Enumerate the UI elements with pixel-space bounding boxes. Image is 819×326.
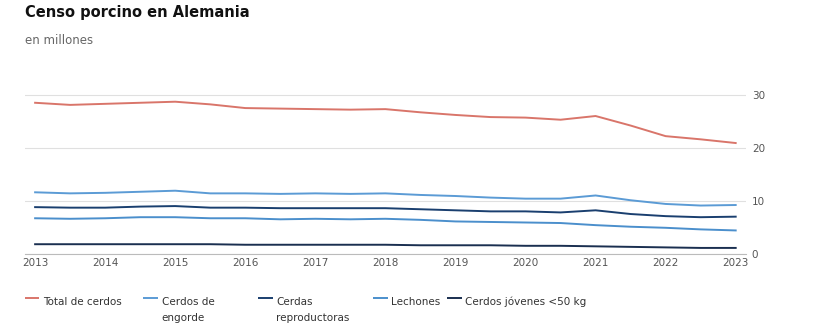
Text: engorde: engorde [161, 313, 205, 323]
Text: Cerdas: Cerdas [276, 297, 313, 307]
Text: Cerdos jóvenes <50 kg: Cerdos jóvenes <50 kg [464, 297, 586, 307]
Text: Lechones: Lechones [391, 297, 440, 307]
Text: reproductoras: reproductoras [276, 313, 349, 323]
Text: en millones: en millones [25, 34, 93, 47]
Text: Total de cerdos: Total de cerdos [43, 297, 121, 307]
Text: Censo porcino en Alemania: Censo porcino en Alemania [25, 5, 249, 20]
Text: Cerdos de: Cerdos de [161, 297, 214, 307]
